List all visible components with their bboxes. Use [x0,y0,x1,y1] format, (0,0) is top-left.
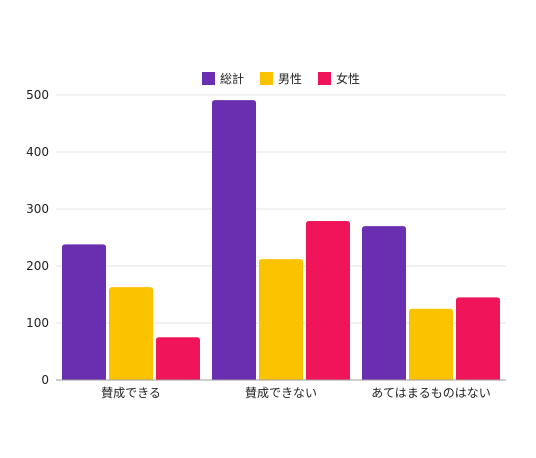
bar-female [156,337,200,380]
x-category-label: 賛成できる [101,386,161,400]
y-tick-label: 400 [26,145,49,159]
legend-swatch [202,72,215,85]
y-tick-label: 100 [26,316,49,330]
x-category-label: 賛成できない [245,386,317,400]
bar-male [109,287,153,380]
y-tick-label: 300 [26,202,49,216]
legend: 総計 男性 女性 [202,71,360,86]
legend-label: 総計 [220,71,244,86]
bar-total [62,244,106,380]
bar-female [306,220,350,380]
y-tick-label: 0 [41,373,49,387]
legend-label: 女性 [336,71,360,86]
bar-total [362,226,406,380]
bars [62,100,500,380]
bar-total [212,100,256,380]
y-tick-label: 500 [26,88,49,102]
legend-swatch [260,72,273,85]
x-axis: 賛成できる 賛成できない あてはまるものはない [56,379,506,400]
x-category-label: あてはまるものはない [371,386,491,400]
bar-female [456,297,500,380]
y-tick-label: 200 [26,259,49,273]
legend-label: 男性 [278,72,302,86]
bar-male [409,308,453,380]
bar-male [259,259,303,380]
legend-swatch [318,72,331,85]
y-axis: 0 100 200 300 400 500 [26,88,49,387]
